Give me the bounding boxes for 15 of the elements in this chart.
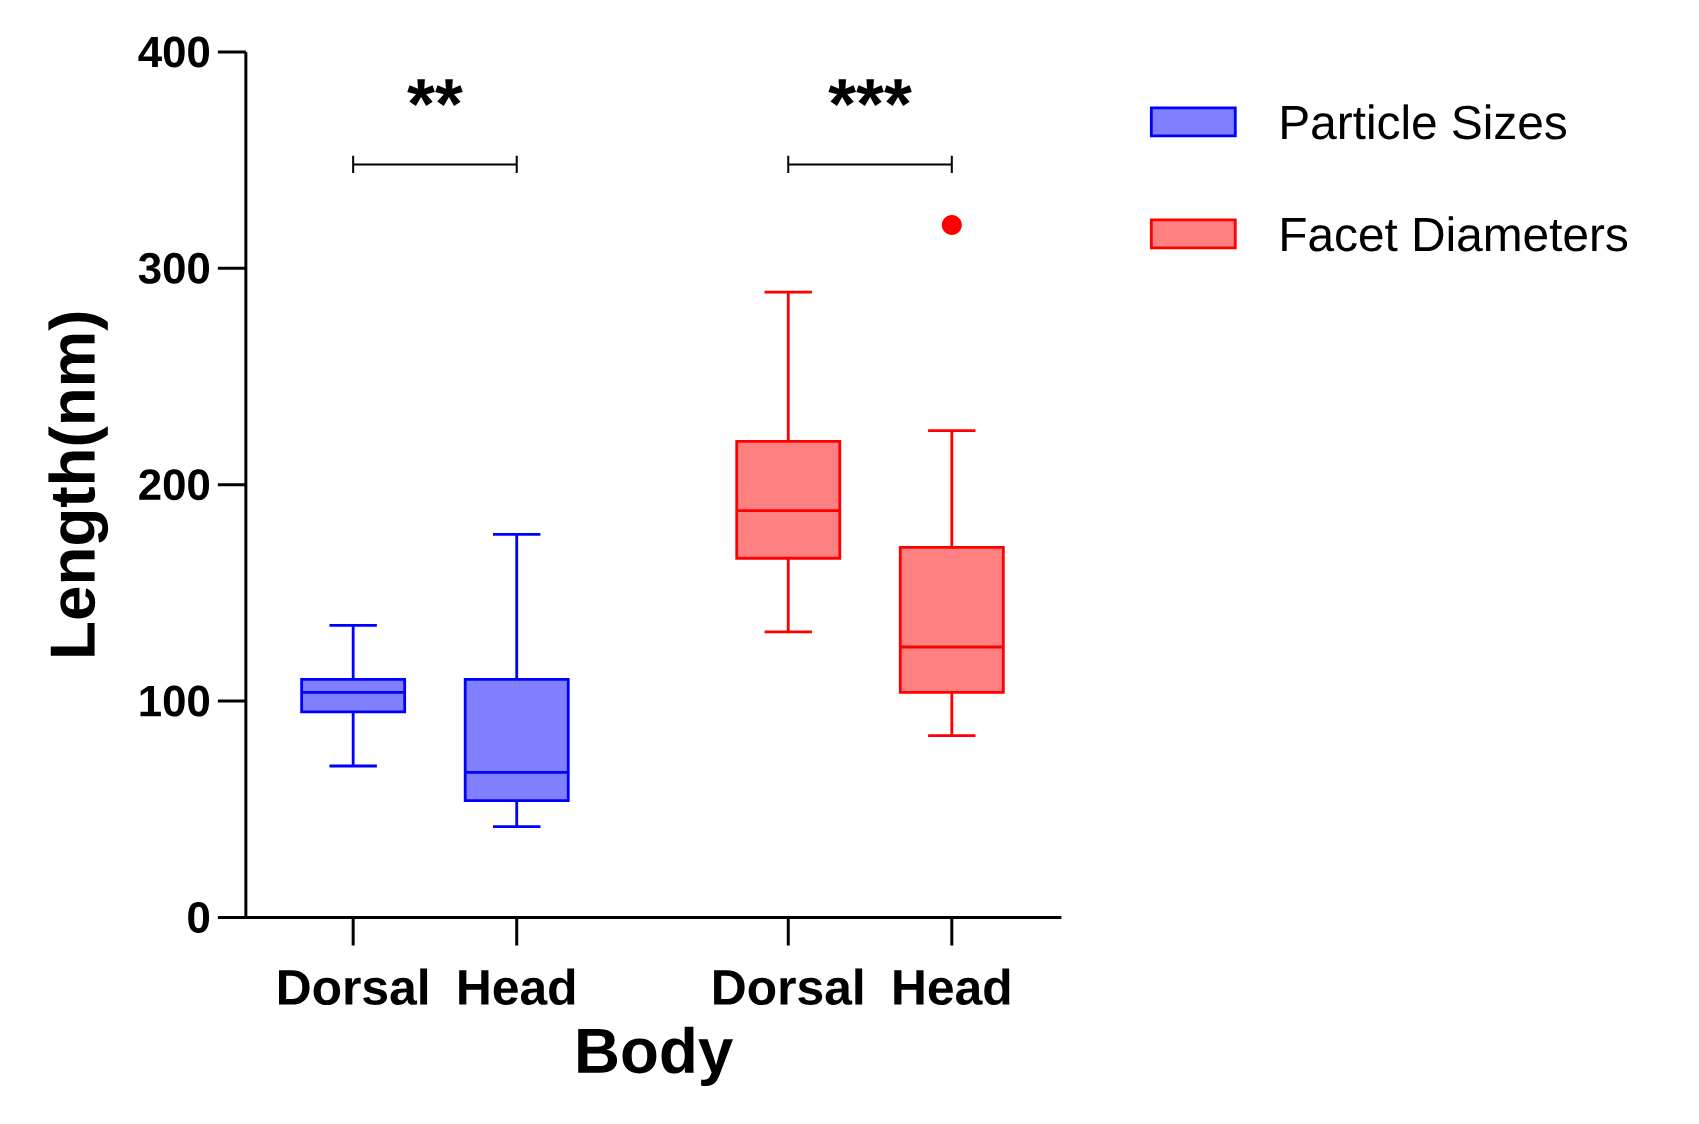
x-tick-label: Dorsal	[279, 968, 428, 1005]
x-axis-title: Body	[578, 1026, 733, 1086]
x-tick-label: Dorsal	[714, 968, 863, 1005]
y-tick-label: 200	[139, 469, 210, 501]
annotation: **	[407, 79, 463, 106]
y-tick-label: 0	[188, 901, 210, 933]
legend-label: Particle Sizes	[1282, 104, 1567, 140]
y-axis-title: Length(nm)	[48, 312, 109, 656]
legend-label: Facet Diameters	[1282, 216, 1628, 252]
y-tick-label: 100	[140, 685, 210, 717]
y-tick-label: 300	[138, 252, 210, 284]
y-tick-label: 400	[138, 36, 210, 68]
x-tick-label: Head	[894, 968, 1010, 1005]
annotation: ***	[828, 79, 912, 106]
x-tick-label: Head	[459, 968, 575, 1005]
